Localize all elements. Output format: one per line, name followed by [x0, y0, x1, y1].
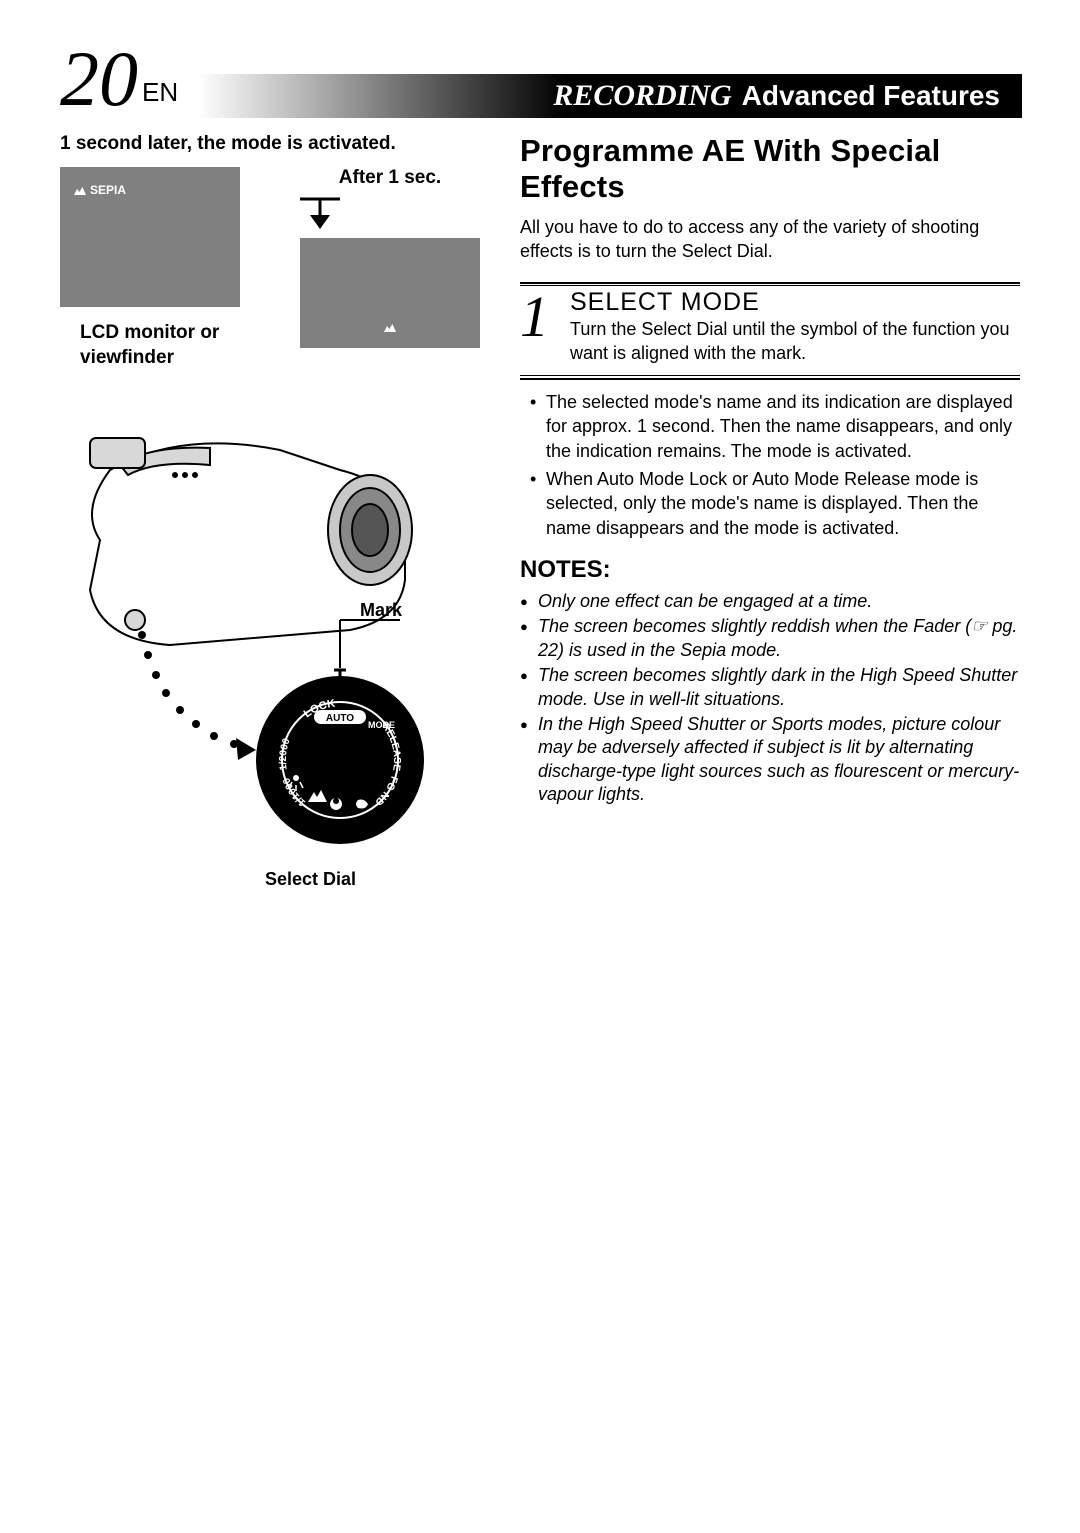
- select-dial-label: Select Dial: [265, 869, 356, 890]
- left-column: 1 second later, the mode is activated. S…: [60, 133, 480, 890]
- section-intro: All you have to do to access any of the …: [520, 215, 1020, 264]
- notes-heading: NOTES:: [520, 556, 1020, 584]
- camcorder-illustration: LOCK RELEASE FG ND 1/1000 1/20: [60, 420, 480, 890]
- mountain-icon: [74, 185, 86, 195]
- header-advanced: Advanced Features: [742, 80, 1000, 112]
- notes-list: Only one effect can be engaged at a time…: [520, 590, 1020, 807]
- section-title: Programme AE With Special Effects: [520, 133, 1020, 205]
- step-bullets: The selected mode's name and its indicat…: [520, 390, 1020, 540]
- note-item: The screen becomes slightly dark in the …: [520, 664, 1020, 711]
- header-recording: RECORDING: [553, 79, 731, 113]
- sepia-text: SEPIA: [90, 183, 126, 197]
- step-body: Turn the Select Dial until the symbol of…: [570, 317, 1020, 366]
- mark-label: Mark: [360, 600, 402, 621]
- arrow-down-icon: [300, 195, 340, 229]
- sepia-indicator: SEPIA: [74, 183, 126, 197]
- lcd-screen-before: SEPIA: [60, 167, 240, 307]
- note-item: In the High Speed Shutter or Sports mode…: [520, 713, 1020, 807]
- step-number: 1: [520, 288, 564, 366]
- note-item: The screen becomes slightly reddish when…: [520, 615, 1020, 662]
- step-bullet: The selected mode's name and its indicat…: [534, 390, 1020, 463]
- page-header: 20 EN RECORDING Advanced Features: [60, 40, 1020, 118]
- svg-text:AUTO: AUTO: [326, 713, 354, 724]
- mode-activated-caption: 1 second later, the mode is activated.: [60, 133, 480, 155]
- page-number: 20: [60, 40, 138, 118]
- after-1sec-label: After 1 sec.: [300, 167, 480, 189]
- mountain-icon: [384, 322, 396, 332]
- step-title: SELECT MODE: [570, 288, 1020, 317]
- note-item: Only one effect can be engaged at a time…: [520, 590, 1020, 613]
- svg-text:MODE: MODE: [368, 720, 395, 730]
- header-bar: RECORDING Advanced Features: [198, 74, 1020, 118]
- right-column: Programme AE With Special Effects All yo…: [520, 133, 1020, 890]
- camera-svg: LOCK RELEASE FG ND 1/1000 1/20: [60, 420, 480, 890]
- lcd-caption: LCD monitor or viewfinder: [80, 321, 270, 370]
- lcd-screen-after: [300, 238, 480, 348]
- step-bullet: When Auto Mode Lock or Auto Mode Release…: [534, 467, 1020, 540]
- page-lang: EN: [142, 77, 178, 108]
